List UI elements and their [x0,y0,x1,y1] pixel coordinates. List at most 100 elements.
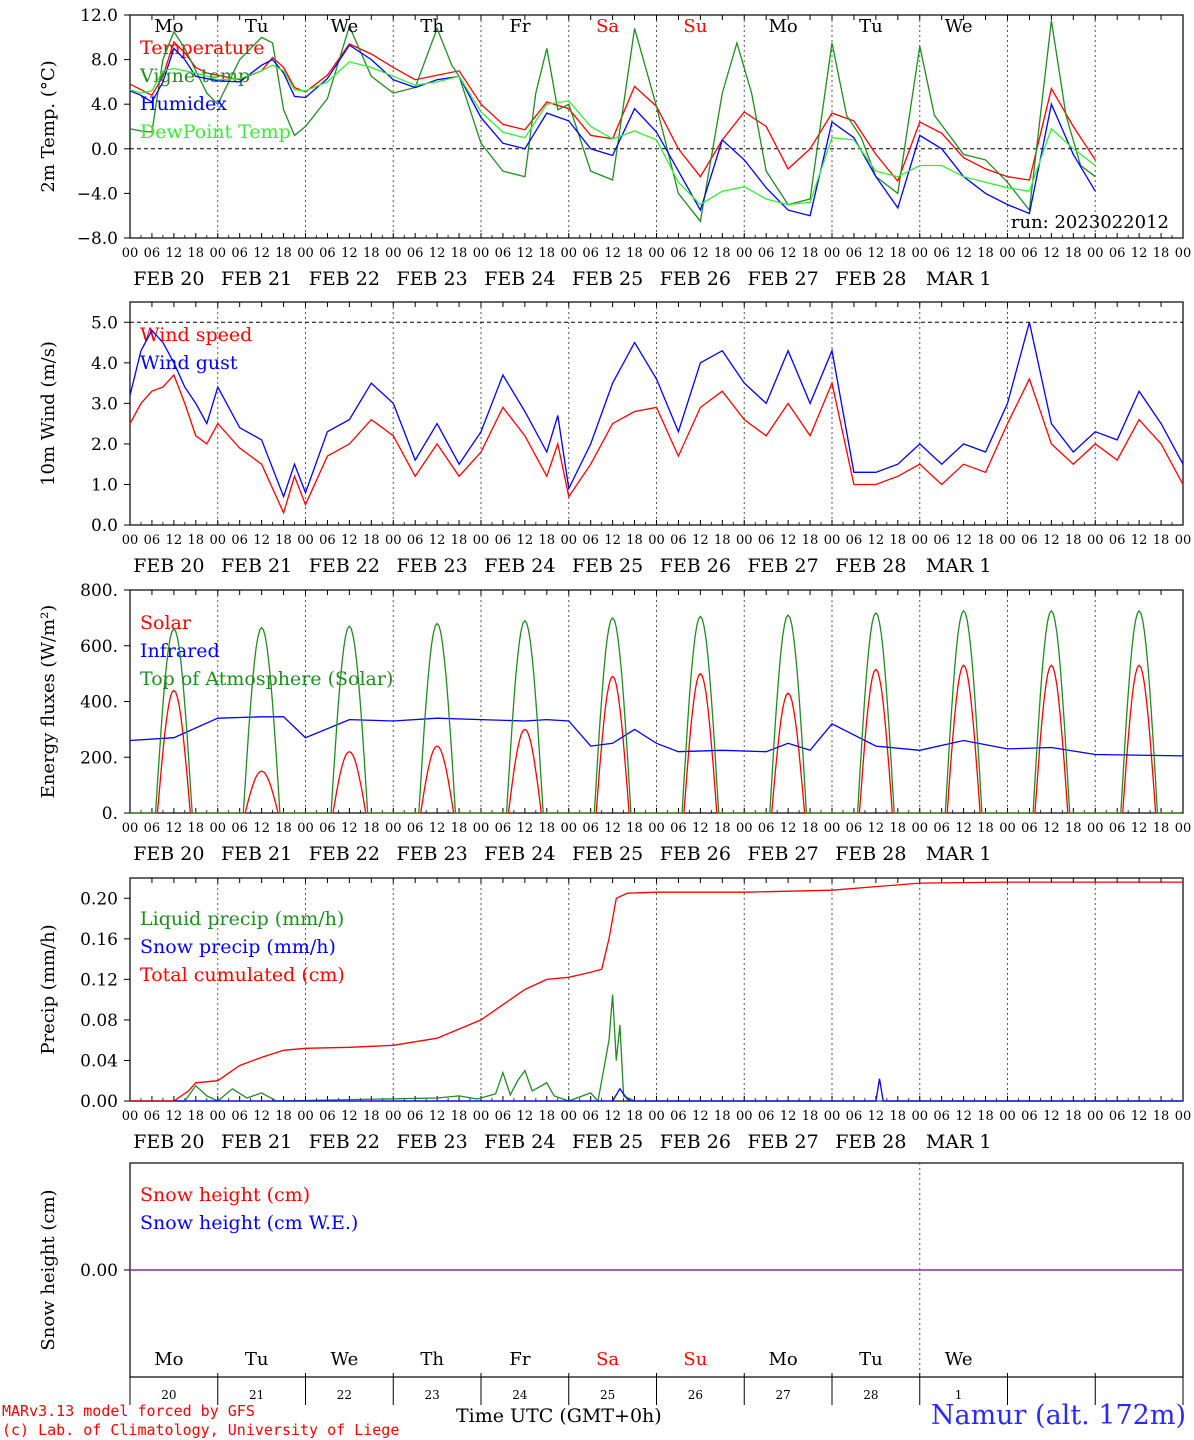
panel-3-hour-label: 06 [670,821,687,836]
panel-2-hour-label: 06 [319,533,336,548]
panel-4-hour-label: 12 [955,1109,972,1124]
panel-4-hour-label: 00 [297,1109,314,1124]
panel-4-hour-label: 00 [736,1109,753,1124]
panel-3-hour-label: 00 [1087,821,1104,836]
panel-3-hour-label: 18 [539,821,556,836]
panel-1-hour-label: 06 [758,246,775,261]
bottom-day-number: 26 [688,1388,703,1402]
panel-4-ytick-label: 0.04 [80,1051,118,1071]
panel-2-hour-label: 00 [736,533,753,548]
panel-3-hour-label: 18 [451,821,468,836]
panel-2-hour-label: 06 [582,533,599,548]
panel-3-hour-label: 06 [1109,821,1126,836]
panel-2-series-line [129,373,1184,515]
panel-2-ytick-label: 4.0 [91,354,118,374]
panel-3-hour-label: 12 [868,821,885,836]
panel-3-ylabel: Energy fluxes (W/m²) [38,605,59,799]
panel-2-hour-label: 06 [495,533,512,548]
panel-2-hour-label: 18 [802,533,819,548]
panel-4-ytick-label: 0.08 [80,1011,118,1031]
panel-1-ytick-label: 4.0 [91,95,118,115]
panel-4-ytick-label: 0.20 [80,889,118,909]
bottom-day-number: 28 [863,1388,878,1402]
weekday-label: Su [683,16,707,37]
panel-1-hour-label: 12 [692,246,709,261]
panel-4-hour-label: 00 [648,1109,665,1124]
panel-3-date-label: FEB 23 [397,843,468,865]
panel-2-hour-label: 18 [451,533,468,548]
panel-1-hour-label: 00 [999,246,1016,261]
panel-3-date-label: MAR 1 [926,843,992,865]
panel-1-date-label: FEB 21 [221,268,292,290]
panel-4-legend-item: Snow precip (mm/h) [140,936,336,958]
panel-4-legend-item: Liquid precip (mm/h) [140,908,344,930]
panel-4-hour-label: 06 [319,1109,336,1124]
panel-3-hour-label: 00 [824,821,841,836]
panel-3-hour-label: 06 [1021,821,1038,836]
panel-4-hour-label: 18 [626,1109,643,1124]
weekday-label: Mo [154,16,183,37]
panel-1-hour-label: 06 [144,246,161,261]
bottom-day-number: 22 [337,1388,352,1402]
panel-1-series-line [129,61,1096,206]
panel-1-hour-label: 12 [253,246,270,261]
panel-1-hour-label: 06 [1109,246,1126,261]
panel-1-hour-label: 18 [188,246,205,261]
bottom-day-number: 23 [424,1388,439,1402]
panel-4-hour-label: 06 [1021,1109,1038,1124]
panel-3-hour-label: 06 [319,821,336,836]
panel-2-hour-label: 00 [297,533,314,548]
panel-3-hour-label: 06 [495,821,512,836]
panel-3-hour-label: 12 [604,821,621,836]
panel-2-date-label: FEB 25 [572,555,643,577]
panel-2-hour-label: 18 [539,533,556,548]
panel-2-hour-label: 06 [846,533,863,548]
panel-1-hour-label: 00 [560,246,577,261]
panel-4-hour-label: 12 [604,1109,621,1124]
panel-2-ytick-label: 2.0 [91,435,118,455]
panel-4-date-label: FEB 23 [397,1131,468,1153]
panel-1-series-line [129,40,1096,183]
panel-3-date-label: FEB 21 [221,843,292,865]
panel-2-ytick-label: 1.0 [91,475,118,495]
panel-4-hour-label: 06 [495,1109,512,1124]
panel-1-hour-label: 06 [495,246,512,261]
panel-2-hour-label: 12 [517,533,534,548]
panel-1-hour-label: 18 [714,246,731,261]
bottom-weekday-label: Mo [768,1349,797,1370]
panel-2-date-label: FEB 23 [397,555,468,577]
panel-2-hour-label: 12 [429,533,446,548]
panel-3-hour-label: 18 [188,821,205,836]
panel-2-hour-label: 18 [1065,533,1082,548]
panel-2-date-label: FEB 26 [660,555,731,577]
panel-1-hour-label: 00 [122,246,139,261]
panel-1-hour-label: 12 [868,246,885,261]
panel-1-hour-label: 18 [1065,246,1082,261]
panel-3-hour-label: 00 [473,821,490,836]
panel-2-hour-label: 18 [188,533,205,548]
panel-2-hour-label: 12 [955,533,972,548]
panel-1-ytick-label: 8.0 [91,51,118,71]
panel-2-hour-label: 00 [999,533,1016,548]
panel-4-hour-label: 12 [253,1109,270,1124]
panel-4-hour-label: 06 [407,1109,424,1124]
panel-2-hour-label: 18 [275,533,292,548]
panel-2-hour-label: 12 [692,533,709,548]
panel-4-date-label: FEB 25 [572,1131,643,1153]
panel-4-series-line [130,1078,1183,1102]
panel-3-legend-item: Top of Atmosphere (Solar) [140,668,393,690]
panel-2-date-label: FEB 27 [748,555,819,577]
panel-1-hour-label: 06 [933,246,950,261]
panel-1-hour-label: 12 [517,246,534,261]
panel-2-hour-label: 00 [122,533,139,548]
panel-2-hour-label: 06 [144,533,161,548]
panel-3-hour-label: 00 [648,821,665,836]
panel-3-hour-label: 12 [780,821,797,836]
panel-2-hour-label: 12 [604,533,621,548]
panel-3-hour-label: 18 [977,821,994,836]
panel-3-date-label: FEB 20 [133,843,204,865]
panel-4-hour-label: 06 [758,1109,775,1124]
panel-4-date-label: MAR 1 [926,1131,992,1153]
panel-4-hour-label: 18 [802,1109,819,1124]
panel-4-date-label: FEB 21 [221,1131,292,1153]
